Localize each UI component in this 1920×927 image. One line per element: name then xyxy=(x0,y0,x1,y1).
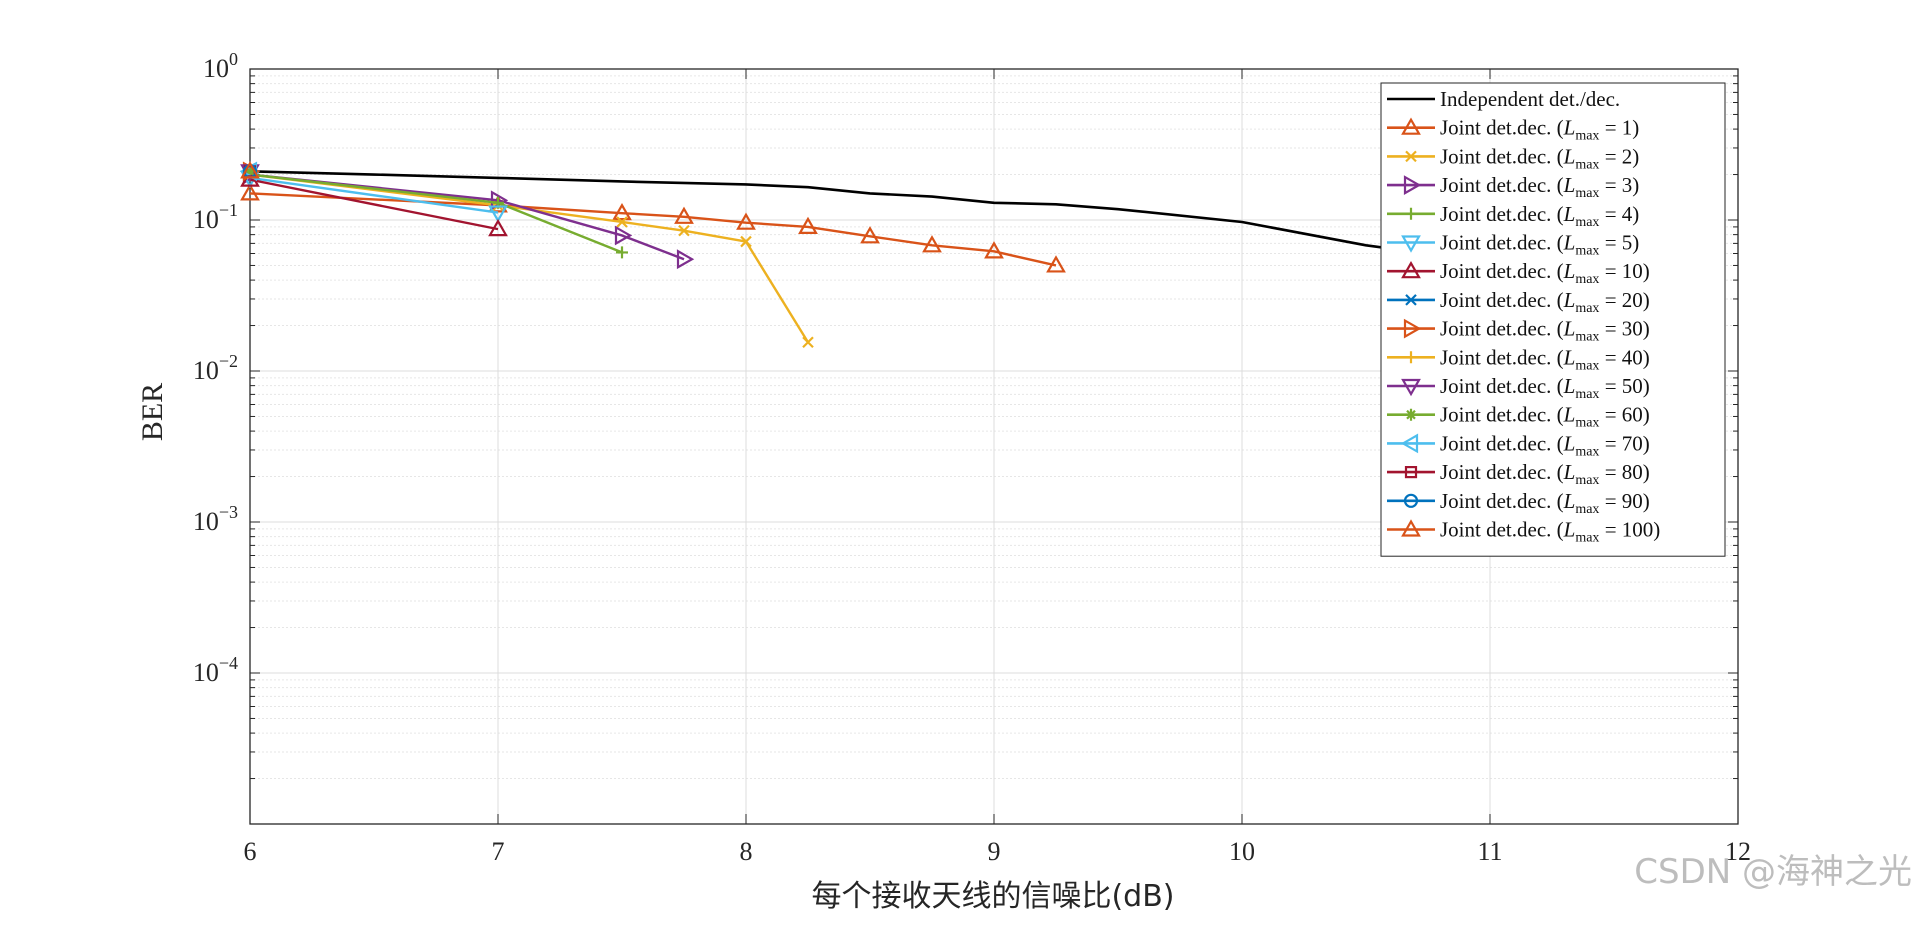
x-tick-label: 7 xyxy=(492,837,505,866)
legend-entry: Joint det.dec. (Lmax = 50) xyxy=(1387,374,1650,402)
legend-label: Joint det.dec. (Lmax = 50) xyxy=(1440,374,1650,402)
watermark: CSDN @海神之光 xyxy=(1634,852,1912,892)
marker xyxy=(1405,207,1417,220)
legend-entry: Joint det.dec. (Lmax = 30) xyxy=(1387,317,1650,345)
marker xyxy=(488,218,508,237)
legend-entry: Joint det.dec. (Lmax = 3) xyxy=(1387,173,1639,201)
series-line xyxy=(249,192,1057,267)
y-tick-label: 10−2 xyxy=(193,351,238,385)
x-tick-label: 10 xyxy=(1229,837,1255,866)
legend-label: Joint det.dec. (Lmax = 90) xyxy=(1440,489,1650,517)
marker xyxy=(616,246,628,259)
marker xyxy=(736,212,756,230)
marker xyxy=(674,206,694,224)
y-tick-label: 10−1 xyxy=(193,200,238,234)
marker xyxy=(802,336,814,349)
legend-label: Joint det.dec. (Lmax = 70) xyxy=(1440,431,1650,459)
legend-entry: Joint det.dec. (Lmax = 40) xyxy=(1387,345,1650,373)
marker xyxy=(984,241,1004,259)
marker xyxy=(1405,351,1417,364)
series-group xyxy=(239,161,1429,349)
legend-entry: Joint det.dec. (Lmax = 5) xyxy=(1387,231,1639,259)
marker xyxy=(1403,493,1419,508)
series-12 xyxy=(244,165,256,178)
legend-entry: Joint det.dec. (Lmax = 10) xyxy=(1387,259,1650,287)
legend-label: Joint det.dec. (Lmax = 60) xyxy=(1440,403,1650,431)
x-tick-label: 11 xyxy=(1477,837,1502,866)
marker xyxy=(614,225,633,246)
legend-label: Joint det.dec. (Lmax = 10) xyxy=(1440,259,1650,287)
marker xyxy=(798,216,818,235)
legend-label: Joint det.dec. (Lmax = 3) xyxy=(1440,173,1639,201)
legend-entry: Joint det.dec. (Lmax = 2) xyxy=(1387,144,1639,172)
legend-label: Joint det.dec. (Lmax = 5) xyxy=(1440,231,1639,259)
marker xyxy=(244,165,256,178)
marker xyxy=(1405,294,1417,306)
legend-entry: Joint det.dec. (Lmax = 60) xyxy=(1387,403,1650,431)
marker xyxy=(612,202,632,221)
marker xyxy=(1401,519,1421,537)
marker xyxy=(1404,466,1418,479)
marker xyxy=(1401,117,1421,135)
marker xyxy=(676,249,695,270)
x-tick-label: 8 xyxy=(740,837,753,866)
series-line xyxy=(249,173,810,343)
legend-entry: Joint det.dec. (Lmax = 80) xyxy=(1387,460,1650,488)
marker xyxy=(616,216,628,228)
series-16 xyxy=(240,161,260,179)
series-5 xyxy=(244,168,628,259)
marker xyxy=(240,161,260,179)
legend-entry: Joint det.dec. (Lmax = 70) xyxy=(1387,431,1650,459)
marker xyxy=(678,224,690,237)
marker xyxy=(1401,260,1421,279)
legend-entry: Joint det.dec. (Lmax = 90) xyxy=(1387,489,1650,517)
legend: Independent det./dec. Joint det.dec. (Lma… xyxy=(1380,82,1726,557)
x-axis-label: 每个接收天线的信噪比(dB) xyxy=(811,879,1174,914)
series-line xyxy=(249,178,499,231)
legend-entry: Joint det.dec. (Lmax = 4) xyxy=(1387,202,1639,230)
legend-label: Joint det.dec. (Lmax = 4) xyxy=(1440,202,1639,230)
marker xyxy=(860,226,880,244)
legend-label: Independent det./dec. xyxy=(1440,87,1620,111)
marker xyxy=(740,235,752,248)
legend-label: Joint det.dec. (Lmax = 20) xyxy=(1440,288,1650,316)
marker xyxy=(488,205,508,223)
series-line xyxy=(249,176,499,214)
marker xyxy=(1401,378,1421,397)
y-axis-label: BER xyxy=(136,383,169,441)
y-tick-label: 100 xyxy=(203,49,238,83)
legend-label: Joint det.dec. (Lmax = 100) xyxy=(1440,518,1660,546)
marker xyxy=(1403,318,1422,339)
legend-label: Joint det.dec. (Lmax = 40) xyxy=(1440,345,1650,373)
marker xyxy=(1405,408,1417,421)
legend-label: Joint det.dec. (Lmax = 30) xyxy=(1440,317,1650,345)
series-line xyxy=(249,173,685,261)
x-tick-label: 9 xyxy=(988,837,1001,866)
legend-entry: Independent det./dec. xyxy=(1387,87,1620,111)
marker xyxy=(1046,255,1066,273)
marker xyxy=(922,235,942,253)
y-tick-label: 10−4 xyxy=(193,653,238,687)
marker xyxy=(1401,235,1421,253)
series-line xyxy=(249,170,1429,255)
x-tick-label: 6 xyxy=(244,837,257,866)
marker xyxy=(1403,175,1422,195)
legend-label: Joint det.dec. (Lmax = 80) xyxy=(1440,460,1650,488)
y-tick-label: 10−3 xyxy=(193,502,238,536)
legend-entry: Joint det.dec. (Lmax = 100) xyxy=(1387,518,1660,546)
axes: 6 7 8 9 10 11 12 100 10−1 10−2 10−3 10−4 xyxy=(193,49,1751,866)
marker xyxy=(240,183,260,201)
legend-label: Joint det.dec. (Lmax = 1) xyxy=(1440,116,1639,144)
series-1 xyxy=(249,170,1429,255)
legend-label: Joint det.dec. (Lmax = 2) xyxy=(1440,144,1639,172)
legend-entry: Joint det.dec. (Lmax = 20) xyxy=(1387,288,1650,316)
x-tick-label: 12 xyxy=(1725,837,1751,866)
marker xyxy=(1405,150,1417,163)
marker xyxy=(1400,433,1419,454)
legend-entry: Joint det.dec. (Lmax = 1) xyxy=(1387,116,1639,144)
legend-box xyxy=(1380,82,1726,557)
